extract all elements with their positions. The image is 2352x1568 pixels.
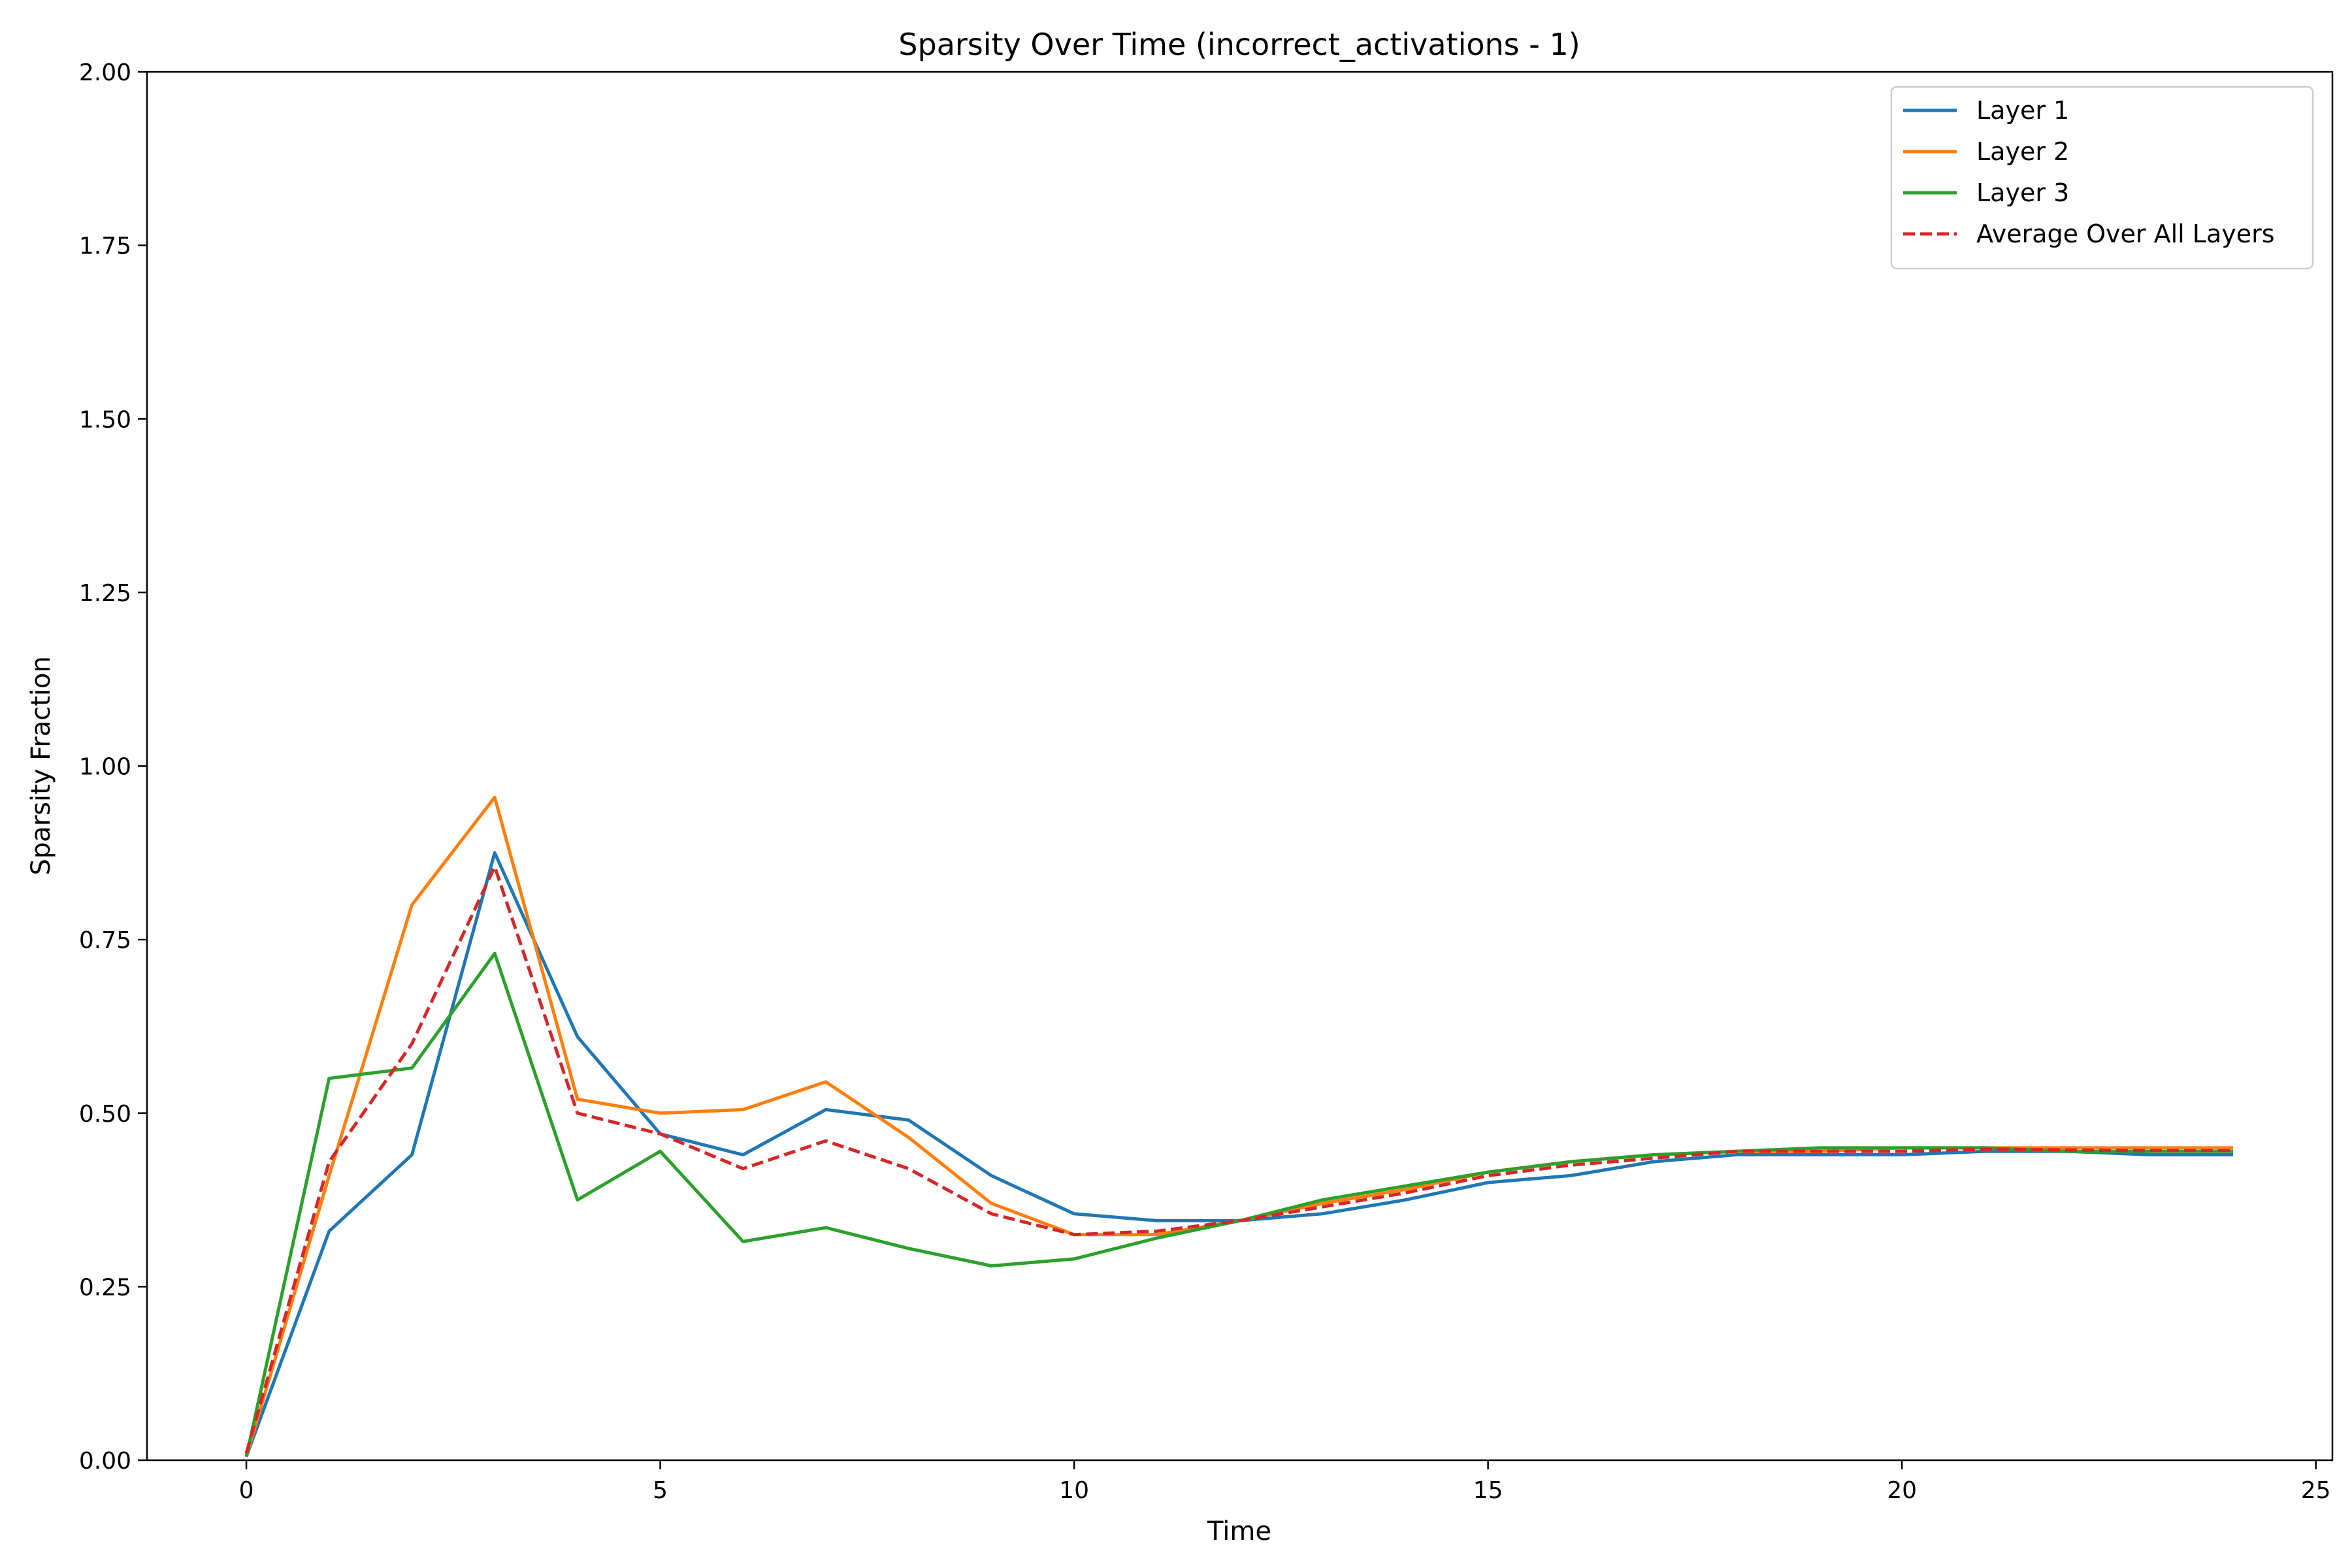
y-tick-label: 0.00 bbox=[79, 1448, 131, 1475]
y-tick-label: 1.75 bbox=[79, 233, 131, 260]
x-tick-label: 25 bbox=[2301, 1477, 2331, 1504]
legend-label-3: Layer 3 bbox=[1976, 178, 2069, 207]
y-tick-label: 0.25 bbox=[79, 1274, 131, 1301]
y-tick-label: 2.00 bbox=[79, 59, 131, 86]
x-tick-label: 0 bbox=[239, 1477, 254, 1504]
y-tick-label: 1.25 bbox=[79, 580, 131, 607]
x-axis-label: Time bbox=[1207, 1516, 1271, 1546]
x-tick-label: 15 bbox=[1473, 1477, 1503, 1504]
plot-frame bbox=[146, 71, 2334, 1462]
series-line-4 bbox=[244, 865, 2233, 1454]
legend-label-4: Average Over All Layers bbox=[1976, 220, 2275, 248]
y-tick-label: 1.50 bbox=[79, 406, 131, 433]
y-tick-label: 0.50 bbox=[79, 1101, 131, 1128]
x-tick-label: 20 bbox=[1887, 1477, 1917, 1504]
y-tick-label: 0.75 bbox=[79, 927, 131, 954]
x-tick-label: 10 bbox=[1059, 1477, 1089, 1504]
legend-label-1: Layer 1 bbox=[1976, 96, 2069, 125]
x-tick-label: 5 bbox=[653, 1477, 668, 1504]
legend-box bbox=[1890, 86, 2314, 270]
legend: Layer 1 Layer 2 Layer 3 Average Over All La… bbox=[1890, 86, 2314, 270]
legend-label-2: Layer 2 bbox=[1976, 137, 2069, 166]
axes-layer: 0 5 10 15 20 25 0.00 0.25 0.50 0.75 1.00 1.25 1.50 1.… bbox=[79, 59, 2331, 1504]
chart-title: Sparsity Over Time (incorrect_activation… bbox=[898, 27, 1580, 62]
y-tick-label: 1.00 bbox=[79, 754, 131, 781]
series-layer bbox=[244, 795, 2233, 1458]
y-axis-label: Sparsity Fraction bbox=[26, 656, 56, 875]
